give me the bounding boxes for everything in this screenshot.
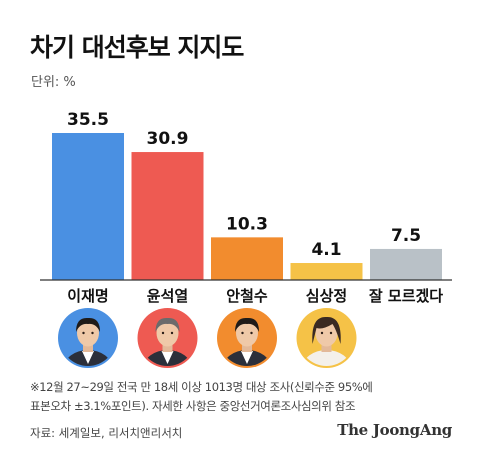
candidate-portrait-icon-3 <box>296 308 357 368</box>
bar-value-label-1: 30.9 <box>147 129 189 149</box>
candidate-portrait-icon-2 <box>217 308 277 368</box>
category-label-0: 이재명 <box>67 287 108 305</box>
category-label-3: 심상정 <box>306 287 347 305</box>
avatars-group <box>58 308 357 368</box>
brand-logo: The JoongAng <box>337 421 452 439</box>
category-label-1: 윤석열 <box>147 287 188 305</box>
bar-0 <box>52 133 124 280</box>
category-label-2: 안철수 <box>226 287 268 305</box>
candidate-portrait-icon-0 <box>58 308 118 368</box>
bar-value-label-3: 4.1 <box>311 240 341 260</box>
bar-2 <box>211 237 283 280</box>
footnote: ※12월 27~29일 전국 만 18세 이상 1013명 대상 조사(신뢰수준… <box>30 378 460 416</box>
bar-value-label-4: 7.5 <box>391 226 421 246</box>
bar-1 <box>131 152 204 280</box>
bar-chart: 35.5 30.9 10.3 4.1 7.5 이재명 윤석열 안철수 심상정 잘 모르겠다 <box>40 110 452 368</box>
bar-value-label-2: 10.3 <box>226 214 268 234</box>
bars-group <box>52 133 442 280</box>
chart-title: 차기 대선후보 지지도 <box>30 33 244 62</box>
bar-4 <box>370 248 442 280</box>
footnote-line-1: ※12월 27~29일 전국 만 18세 이상 1013명 대상 조사(신뢰수준… <box>30 380 373 394</box>
value-labels-group: 35.5 30.9 10.3 4.1 7.5 <box>67 110 421 260</box>
bar-value-label-0: 35.5 <box>67 110 109 130</box>
category-label-4: 잘 모르겠다 <box>369 287 443 305</box>
unit-label: 단위: % <box>31 75 76 90</box>
candidate-portrait-icon-1 <box>137 308 198 368</box>
bar-3 <box>290 263 363 280</box>
source-text: 자료: 세계일보, 리서치앤리서치 <box>30 426 183 440</box>
footnote-line-2: 표본오차 ±3.1%포인트). 자세한 사항은 중앙선거여론조사심의위 참조 <box>30 399 356 413</box>
category-labels-group: 이재명 윤석열 안철수 심상정 잘 모르겠다 <box>67 287 443 305</box>
